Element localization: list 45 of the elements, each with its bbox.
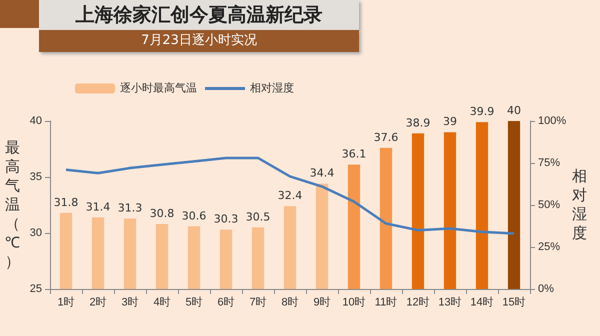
y2-tick-label: 100% [538,115,566,127]
x-tick-label: 8时 [281,296,299,308]
y-tick-label: 30 [30,227,42,239]
data-label: 37.6 [374,130,398,144]
x-tick-label: 1时 [57,296,75,308]
x-tick-label: 11时 [374,296,398,308]
chart-subtitle: 7月23日逐小时实况 [39,30,359,52]
y-tick-label: 35 [30,171,42,183]
y-tick-label: 40 [30,115,42,127]
data-label: 31.4 [86,200,110,214]
x-tick-label: 10时 [342,296,366,308]
data-label: 30.8 [150,207,174,220]
x-tick-label: 5时 [185,296,203,308]
data-label: 30.3 [214,212,238,226]
x-tick-label: 3时 [121,296,139,308]
data-label: 34.4 [310,166,334,180]
y2-tick-label: 0% [538,283,554,295]
x-tick-label: 15时 [502,296,526,308]
y2-tick-label: 75% [538,157,560,169]
y2-tick-label: 25% [538,241,560,253]
x-tick-label: 6时 [217,296,235,308]
data-label: 32.4 [278,189,302,202]
y2-axis-title: 相对湿度 [572,168,588,242]
data-label: 36.1 [342,148,366,161]
x-tick-label: 4时 [153,296,171,308]
data-label: 39 [443,115,457,128]
y2-tick-label: 50% [538,199,560,211]
y-tick-label: 25 [30,283,42,295]
legend-label: 逐小时最高气温 [120,82,197,94]
chart-title: 上海徐家汇创今夏高温新纪录 [39,0,359,30]
x-tick-label: 12时 [406,296,430,308]
data-label: 31.8 [54,196,78,209]
x-tick-label: 7时 [249,296,267,308]
x-tick-label: 2时 [89,296,107,308]
y-axis-title: 最高气温（℃） [5,140,20,270]
data-label: 30.5 [246,210,270,224]
x-tick-label: 14时 [470,296,494,308]
data-label: 39.9 [470,105,494,118]
data-label: 38.9 [406,116,430,130]
x-tick-label: 9时 [313,296,331,308]
data-label: 40 [507,104,521,117]
data-label: 31.3 [118,201,142,214]
x-tick-label: 13时 [438,296,462,308]
data-label: 30.6 [182,209,206,222]
legend-label: 相对湿度 [250,82,294,94]
